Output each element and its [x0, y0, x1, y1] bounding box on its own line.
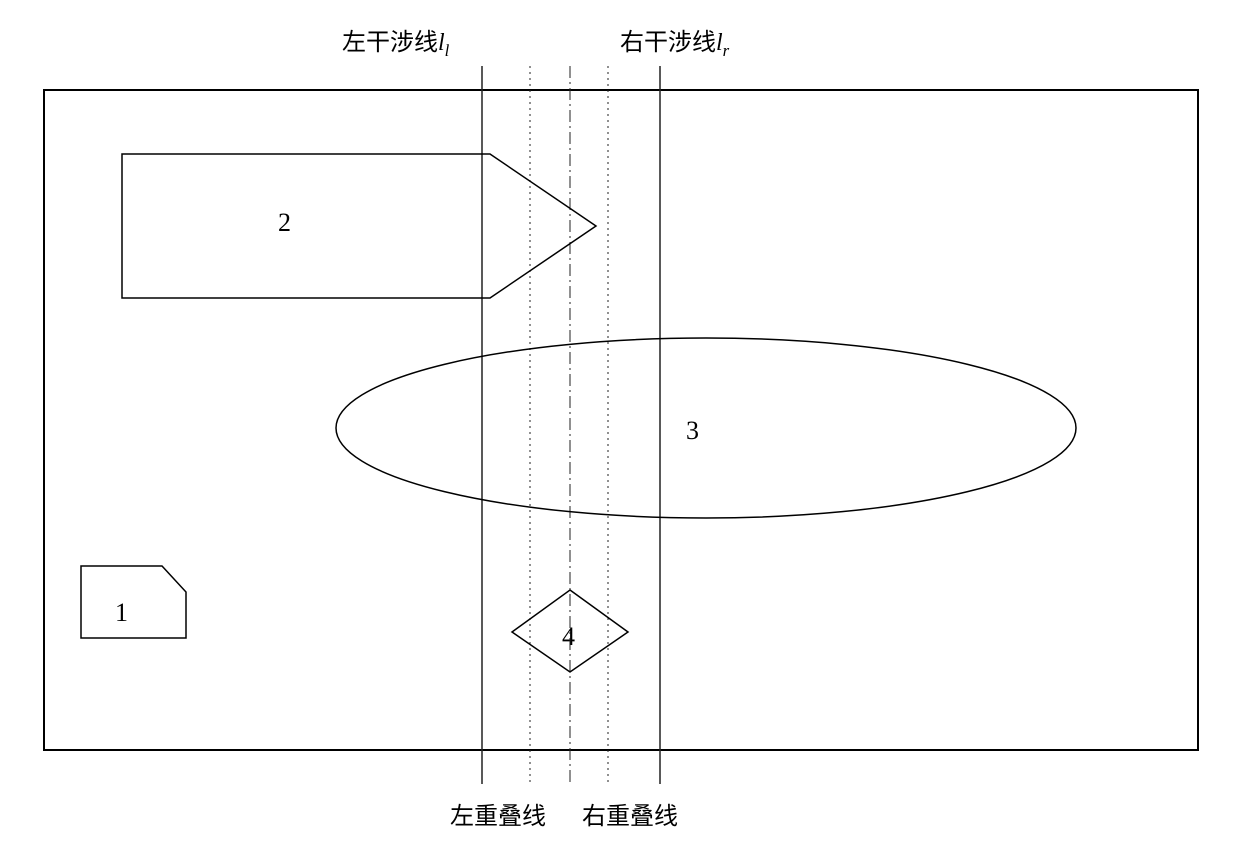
shape-1	[81, 566, 186, 638]
shape-2	[122, 154, 596, 298]
outer-frame	[44, 90, 1198, 750]
diagram-canvas	[0, 0, 1240, 845]
shape-3	[336, 338, 1076, 518]
